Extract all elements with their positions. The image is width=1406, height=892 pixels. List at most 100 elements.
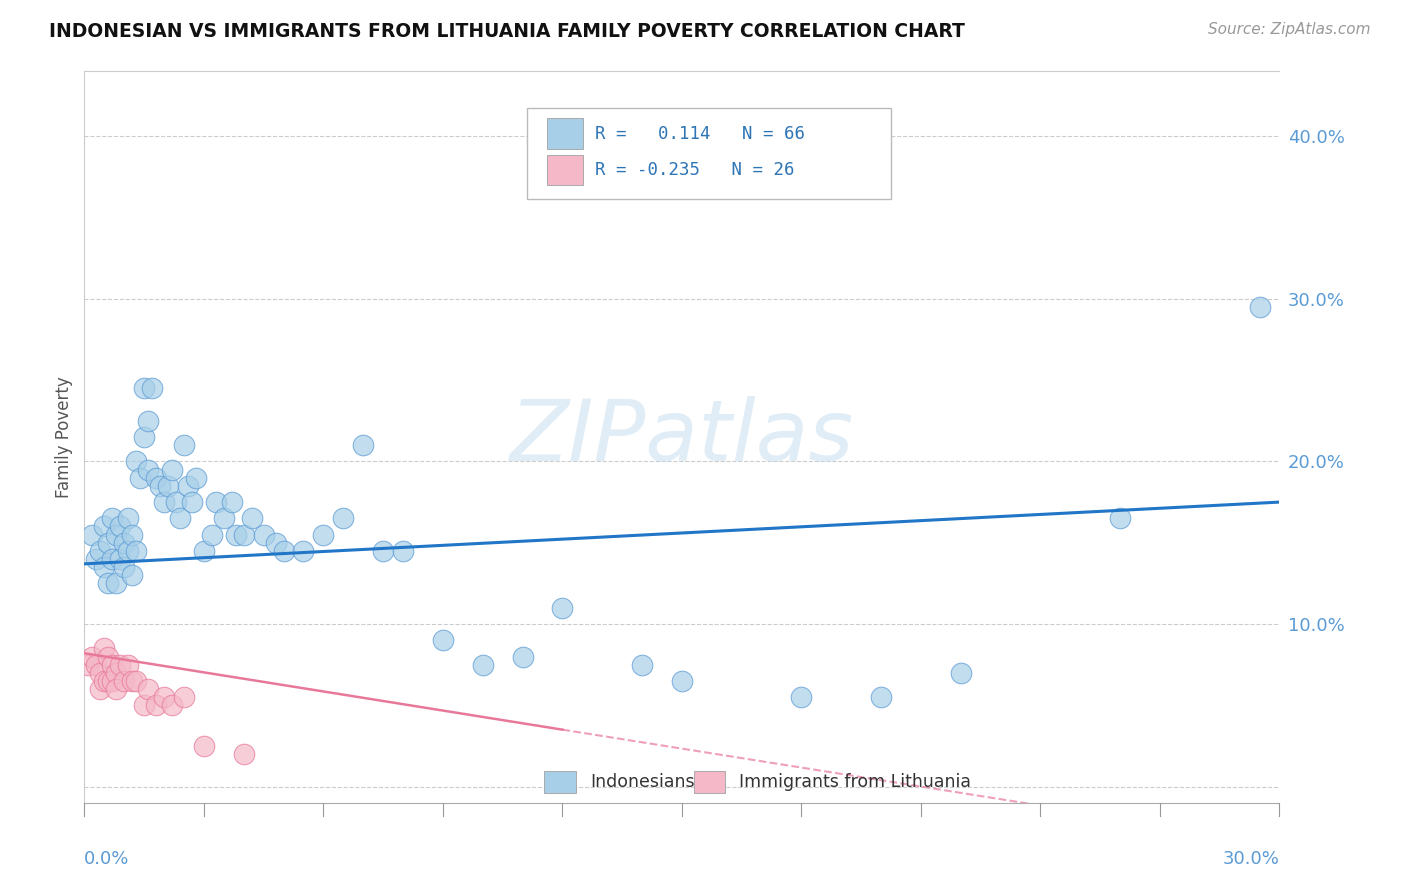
Point [193,544,215,558]
Point [205,495,228,509]
Text: 0.0%: 0.0% [84,850,129,868]
Point [89,665,111,680]
Point [870,690,893,705]
Point [136,681,159,696]
Point [169,511,191,525]
Point [105,681,128,696]
Point [352,438,374,452]
Point [512,649,534,664]
Point [117,511,139,525]
Point [132,698,156,713]
Point [184,471,207,485]
Point [240,511,263,525]
Point [125,673,148,688]
Point [93,641,115,656]
Point [631,657,654,672]
Point [136,414,159,428]
Point [110,519,132,533]
Point [129,471,152,485]
Point [77,657,100,672]
Point [225,527,247,541]
Point [273,544,295,558]
Point [232,747,254,761]
Point [145,471,167,485]
Point [1109,511,1132,525]
Point [93,673,115,688]
Point [82,649,104,664]
Point [292,544,315,558]
Point [221,495,243,509]
FancyBboxPatch shape [547,154,582,186]
Point [160,462,183,476]
Point [232,527,254,541]
Point [153,690,176,705]
Point [212,511,235,525]
Point [201,527,224,541]
Point [125,454,148,468]
Point [93,519,115,533]
Point [132,381,156,395]
Point [312,527,335,541]
Point [101,552,124,566]
FancyBboxPatch shape [547,118,582,149]
Point [790,690,813,705]
Point [141,381,163,395]
Point [157,479,180,493]
Point [671,673,693,688]
Point [193,739,215,753]
Point [89,544,111,558]
FancyBboxPatch shape [544,772,575,793]
Point [110,552,132,566]
Text: R = -0.235   N = 26: R = -0.235 N = 26 [595,161,794,179]
Point [105,576,128,591]
Point [373,544,395,558]
Text: INDONESIAN VS IMMIGRANTS FROM LITHUANIA FAMILY POVERTY CORRELATION CHART: INDONESIAN VS IMMIGRANTS FROM LITHUANIA … [49,22,965,41]
Point [82,527,104,541]
Point [86,657,108,672]
Point [97,649,120,664]
Point [101,673,124,688]
Point [105,527,128,541]
Text: ZIPatlas: ZIPatlas [510,395,853,479]
Point [153,495,176,509]
Point [121,673,143,688]
Point [136,462,159,476]
Point [264,535,287,549]
Point [101,657,124,672]
FancyBboxPatch shape [527,108,891,200]
Point [253,527,276,541]
Point [173,690,195,705]
Point [121,527,143,541]
Point [89,681,111,696]
Point [97,576,120,591]
Point [392,544,415,558]
Y-axis label: Family Poverty: Family Poverty [55,376,73,498]
Point [551,600,574,615]
Text: Immigrants from Lithuania: Immigrants from Lithuania [740,773,972,791]
Point [105,665,128,680]
Point [117,544,139,558]
Point [173,438,195,452]
Text: Source: ZipAtlas.com: Source: ZipAtlas.com [1208,22,1371,37]
Text: R =   0.114   N = 66: R = 0.114 N = 66 [595,125,804,143]
Point [181,495,204,509]
Text: Indonesians: Indonesians [591,773,695,791]
Point [432,633,454,648]
FancyBboxPatch shape [695,772,725,793]
Text: 30.0%: 30.0% [1223,850,1279,868]
Point [132,430,156,444]
Point [112,535,135,549]
Point [97,673,120,688]
Point [471,657,494,672]
Point [121,568,143,582]
Point [112,560,135,574]
Point [149,479,172,493]
Point [125,544,148,558]
Point [93,560,115,574]
Point [112,673,135,688]
Point [145,698,167,713]
Point [86,552,108,566]
Point [97,535,120,549]
Point [110,657,132,672]
Point [332,511,354,525]
